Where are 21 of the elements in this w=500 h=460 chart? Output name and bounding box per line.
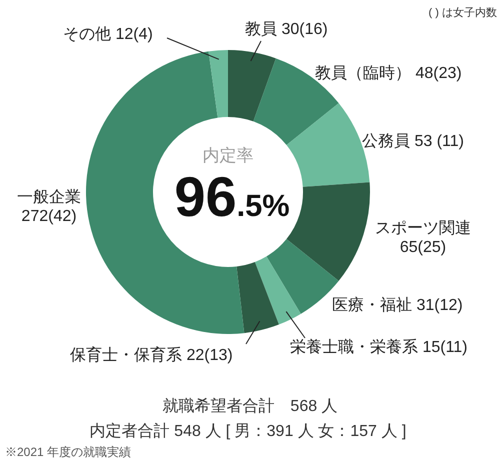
slice-label: スポーツ関連 xyxy=(375,219,471,237)
slice-label: 栄養士職・栄養系 15(11) xyxy=(290,338,468,356)
slice-label: 教員 30(16) xyxy=(245,21,328,38)
donut-slice xyxy=(254,256,301,325)
slice-label: 一般企業 xyxy=(17,188,81,206)
slice-label: 保育士・保育系 22(13) xyxy=(70,346,233,364)
text: ( ) は女子内数 xyxy=(428,6,497,19)
slice-label: 公務員 53 (11) xyxy=(362,133,464,150)
slice-label: 教員（臨時） 48(23) xyxy=(315,64,462,82)
text: ※2021 年度の就職実績 xyxy=(5,445,132,459)
data-label: 65(25) xyxy=(400,239,446,256)
donut-slice xyxy=(236,262,279,334)
text: 96.5% xyxy=(174,165,290,228)
donut-slice xyxy=(228,50,276,122)
text: 就職希望者合計 568 人 xyxy=(162,397,338,415)
donut-slice xyxy=(208,50,228,118)
data-label: 272(42) xyxy=(21,208,77,225)
text: 内定者合計 548 人 [ 男：391 人 女：157 人 ] xyxy=(90,422,406,440)
slice-label: 医療・福祉 31(12) xyxy=(332,296,463,314)
slice-label: その他 12(4) xyxy=(63,26,153,43)
text: 内定率 xyxy=(202,146,254,165)
